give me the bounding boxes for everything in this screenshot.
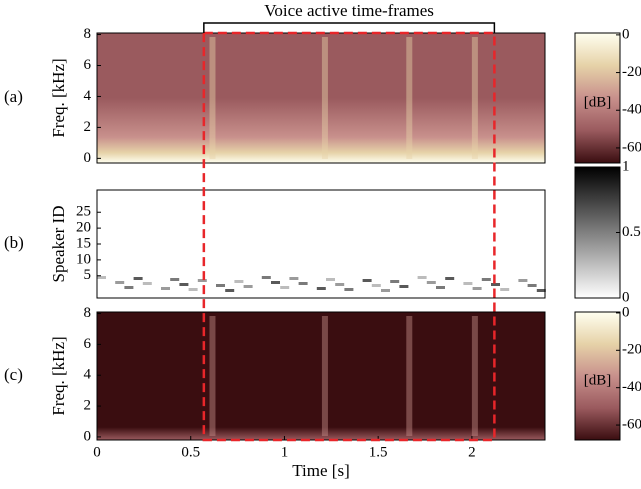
- heatmap-texture: [225, 289, 235, 292]
- heatmap-streak: [471, 37, 478, 159]
- heatmap-texture: [179, 283, 189, 286]
- heatmap-texture: [426, 281, 436, 284]
- x-tick-label: 1: [281, 444, 289, 460]
- heatmap-texture: [417, 276, 427, 279]
- y-axis-label: Speaker ID: [49, 206, 68, 283]
- colorbar: [574, 166, 621, 299]
- colorbar-tick-label: -40: [622, 379, 641, 395]
- heatmap-texture: [142, 282, 152, 285]
- heatmap-texture: [536, 289, 546, 292]
- colorbar-label: [dB]: [584, 372, 612, 388]
- y-tick-label: 2: [84, 119, 92, 135]
- heatmap-texture: [399, 285, 409, 288]
- y-tick-label: 4: [84, 367, 92, 383]
- x-tick-label: 1.5: [369, 444, 388, 460]
- heatmap: [97, 33, 545, 163]
- heatmap-texture: [390, 280, 400, 283]
- y-tick-label: 15: [76, 235, 91, 251]
- heatmap-texture: [161, 287, 170, 290]
- heatmap-texture: [381, 289, 390, 292]
- y-tick-label: 20: [76, 220, 91, 236]
- colorbar-tick-label: -20: [622, 342, 641, 358]
- heatmap-texture: [298, 282, 308, 285]
- heatmap-texture: [481, 278, 491, 281]
- heatmap-streak: [406, 37, 413, 159]
- heatmap-texture: [188, 288, 198, 291]
- heatmap-texture: [234, 280, 244, 283]
- panel-label: (c): [4, 365, 23, 384]
- heatmap-texture: [261, 276, 271, 279]
- colorbar-tick-label: 0: [622, 289, 630, 305]
- heatmap-texture: [472, 287, 482, 290]
- y-axis-label: Freq. [kHz]: [49, 336, 68, 415]
- y-tick-label: 4: [84, 88, 92, 104]
- highlight-box: [202, 31, 496, 442]
- x-tick-label: 0.5: [181, 444, 200, 460]
- y-tick-label: 6: [84, 57, 92, 73]
- annotation-bracket: [203, 22, 496, 33]
- heatmap-texture: [436, 286, 445, 289]
- heatmap-texture: [500, 288, 510, 291]
- heatmap-texture: [197, 279, 207, 282]
- heatmap-streak: [209, 37, 216, 159]
- y-tick-label: 8: [84, 26, 92, 42]
- heatmap-texture: [371, 284, 381, 287]
- heatmap-texture: [115, 281, 125, 284]
- y-tick-label: 10: [76, 251, 91, 267]
- heatmap-texture: [491, 283, 500, 286]
- heatmap-texture: [97, 276, 106, 279]
- heatmap-texture: [326, 278, 335, 281]
- heatmap-texture: [289, 277, 299, 280]
- panel-label: (b): [4, 233, 24, 252]
- colorbar-tick-label: -60: [622, 139, 641, 155]
- heatmap: [97, 190, 545, 298]
- heatmap-texture: [362, 279, 372, 282]
- y-tick-label: 0: [84, 150, 92, 166]
- y-axis-label: Freq. [kHz]: [49, 58, 68, 137]
- y-tick-label: 2: [84, 398, 92, 414]
- heatmap-texture: [124, 286, 134, 289]
- heatmap-texture: [243, 285, 253, 288]
- colorbar-tick-label: 0: [622, 26, 630, 42]
- heatmap-texture: [445, 277, 455, 280]
- heatmap-streak: [406, 316, 413, 436]
- colorbar-tick-label: -60: [622, 416, 641, 432]
- heatmap-streak: [321, 316, 328, 436]
- colorbar-tick-label: -20: [622, 64, 641, 80]
- heatmap-texture: [335, 283, 345, 286]
- heatmap-streak: [471, 316, 478, 436]
- heatmap: [97, 312, 545, 440]
- x-tick-label: 0: [93, 444, 101, 460]
- colorbar: [574, 311, 621, 441]
- colorbar-label: [dB]: [584, 94, 612, 110]
- colorbar-tick-label: -40: [622, 102, 641, 118]
- y-tick-label: 6: [84, 336, 92, 352]
- heatmap-texture: [518, 279, 528, 282]
- heatmap-streak: [209, 316, 216, 436]
- y-tick-label: 0: [84, 428, 92, 444]
- heatmap-texture: [344, 288, 354, 291]
- x-axis-label: Time [s]: [292, 461, 349, 480]
- heatmap-texture: [271, 281, 280, 284]
- colorbar: [574, 32, 621, 164]
- panel-label: (a): [4, 87, 23, 106]
- colorbar-tick-label: 0.5: [622, 224, 641, 240]
- heatmap-texture: [133, 277, 143, 280]
- heatmap-texture: [463, 282, 473, 285]
- annotation: Voice active time-frames: [264, 1, 434, 20]
- y-tick-label: 8: [84, 305, 92, 321]
- heatmap-texture: [280, 286, 290, 289]
- y-tick-label: 5: [84, 267, 92, 283]
- heatmap-texture: [316, 287, 326, 290]
- heatmap-texture: [170, 278, 180, 281]
- x-tick-label: 2: [468, 444, 476, 460]
- heatmap-streak: [321, 37, 328, 159]
- colorbar-tick-label: 0: [622, 304, 630, 320]
- heatmap-texture: [527, 284, 537, 287]
- y-tick-label: 25: [76, 204, 91, 220]
- colorbar-tick-label: 1: [622, 158, 630, 174]
- heatmap-texture: [216, 284, 225, 287]
